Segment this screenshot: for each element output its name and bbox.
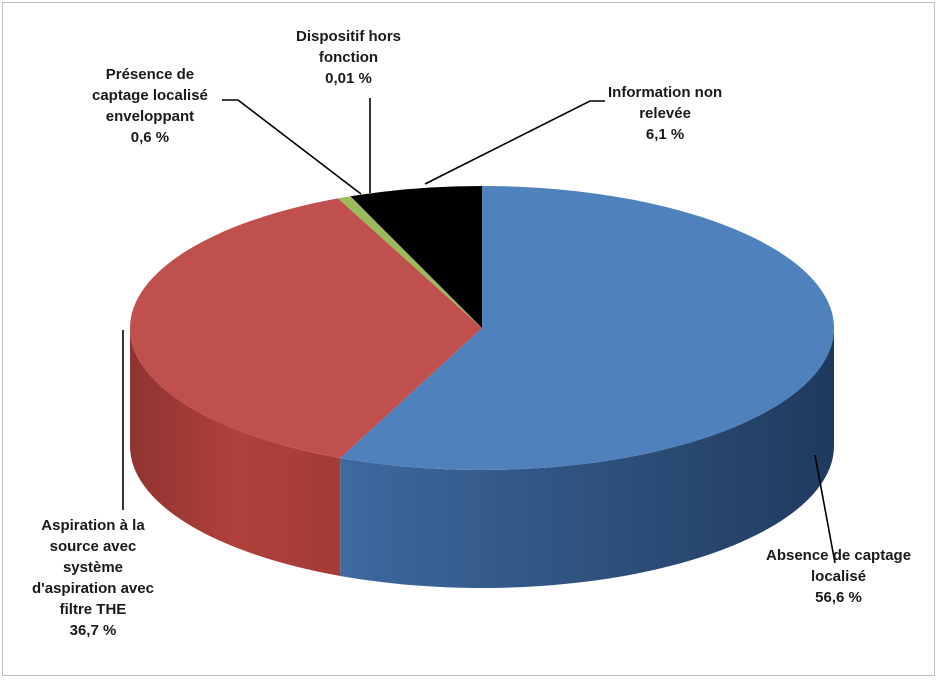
label-absence: Absence de captage localisé 56,6 % [766,547,912,606]
label-presence: Présence de captage localisé enveloppant… [92,66,208,146]
pie-slice-information [350,186,482,328]
label-dispositif: Dispositif hors fonction 0,01 % [296,28,402,87]
leader-line-presence [222,99,362,195]
leader-line-information [424,100,605,185]
pie-slice-presence [337,196,482,328]
pie-side-absence [340,328,834,588]
label-aspiration: Aspiration à la source avec système d'as… [32,517,154,639]
pie-side-aspiration [130,328,341,576]
pie-slice-aspiration [129,198,482,458]
pie-slice-dispositif [350,196,482,328]
label-information: Information non relevée 6,1 % [608,84,723,143]
leader-line-absence [814,454,836,564]
pie-slice-absence [340,186,835,471]
